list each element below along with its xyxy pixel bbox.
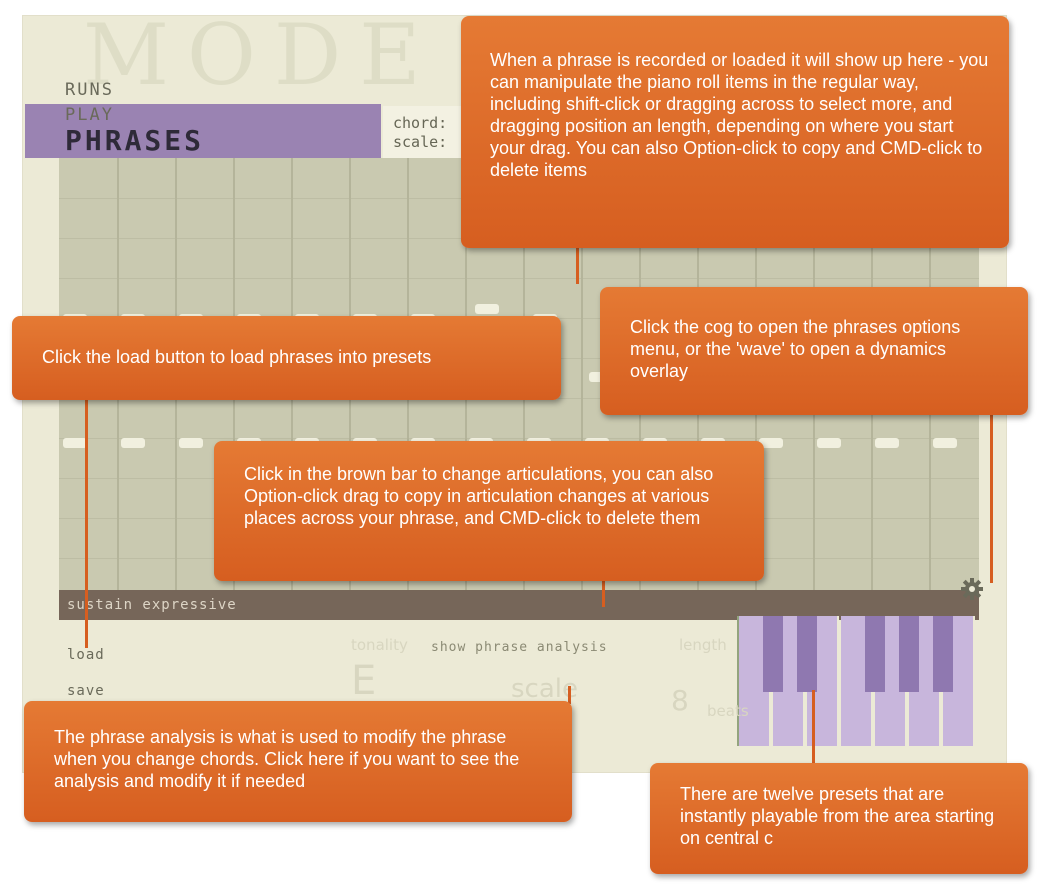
black-key[interactable] bbox=[899, 616, 919, 692]
callout-pointer bbox=[568, 686, 571, 704]
load-button[interactable]: load bbox=[67, 647, 105, 663]
callout-piano-roll: When a phrase is recorded or loaded it w… bbox=[461, 16, 1009, 248]
phrase-note[interactable] bbox=[933, 438, 957, 448]
show-phrase-analysis-button[interactable]: show phrase analysis bbox=[431, 640, 608, 655]
callout-cog: Click the cog to open the phrases option… bbox=[600, 287, 1028, 415]
mode-phrases[interactable]: PHRASES bbox=[25, 104, 381, 158]
save-button[interactable]: save bbox=[67, 683, 105, 699]
mode-play[interactable]: PLAY bbox=[65, 105, 114, 125]
black-key[interactable] bbox=[797, 616, 817, 692]
scale-value: scale bbox=[511, 674, 578, 704]
phrase-note[interactable] bbox=[759, 438, 783, 448]
callout-pointer bbox=[990, 413, 993, 583]
callout-articulation-bar: Click in the brown bar to change articul… bbox=[214, 441, 764, 581]
mode-phrases-label: PHRASES bbox=[65, 124, 205, 157]
preset-keyboard[interactable] bbox=[739, 616, 979, 746]
key-value: E bbox=[351, 658, 377, 704]
scale-label: scale: bbox=[393, 133, 448, 151]
callout-phrase-analysis: The phrase analysis is what is used to m… bbox=[24, 701, 572, 822]
mode-runs[interactable]: RUNS bbox=[65, 80, 114, 100]
gear-icon[interactable] bbox=[960, 577, 984, 601]
tonality-label: tonality bbox=[351, 636, 408, 654]
phrase-note[interactable] bbox=[817, 438, 841, 448]
phrase-controls: load save show phrase analysis tonality … bbox=[59, 622, 979, 772]
articulation-bar[interactable]: sustain expressive bbox=[59, 590, 979, 620]
phrase-note[interactable] bbox=[63, 438, 87, 448]
black-key[interactable] bbox=[763, 616, 783, 692]
callout-pointer bbox=[85, 398, 88, 648]
length-label: length bbox=[679, 636, 727, 654]
phrase-note[interactable] bbox=[121, 438, 145, 448]
chord-label: chord: bbox=[393, 114, 448, 132]
black-key[interactable] bbox=[865, 616, 885, 692]
phrase-note[interactable] bbox=[179, 438, 203, 448]
callout-pointer bbox=[576, 246, 579, 284]
title-watermark: MODE bbox=[83, 15, 439, 104]
beats-count: 8 bbox=[671, 684, 689, 717]
callout-pointer bbox=[602, 579, 605, 607]
callout-presets: There are twelve presets that are instan… bbox=[650, 763, 1028, 874]
articulation-label: sustain expressive bbox=[67, 597, 237, 613]
callout-pointer bbox=[812, 690, 815, 764]
phrase-note[interactable] bbox=[475, 304, 499, 314]
phrase-note[interactable] bbox=[875, 438, 899, 448]
callout-load: Click the load button to load phrases in… bbox=[12, 316, 561, 400]
beats-label: beats bbox=[707, 702, 749, 720]
black-key[interactable] bbox=[933, 616, 953, 692]
